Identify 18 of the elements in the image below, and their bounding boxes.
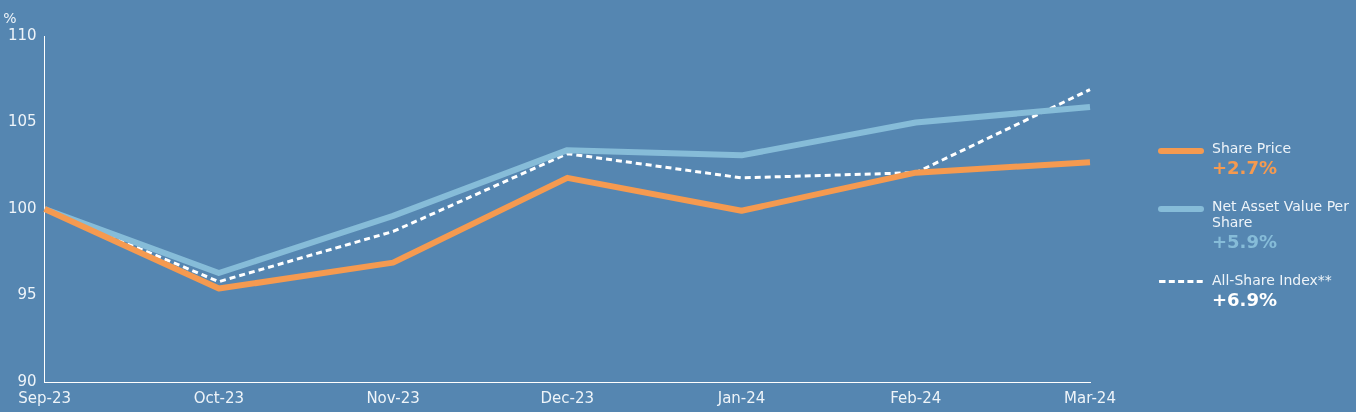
x-tick-label: Nov-23 [366, 388, 420, 407]
legend-label: All-Share Index** [1212, 272, 1332, 288]
x-tick-label: Mar-24 [1064, 388, 1116, 407]
x-tick-label: Feb-24 [890, 388, 942, 407]
legend-label: Share Price [1212, 140, 1292, 156]
text: +2.7% [1212, 156, 1278, 180]
y-tick-label: 110 [7, 25, 37, 44]
legend-label: Net Asset Value Per Share [1212, 198, 1350, 230]
x-tick-label: Dec-23 [540, 388, 595, 407]
y-tick-label: 90 [17, 371, 37, 390]
y-tick-label: 105 [7, 112, 37, 131]
y-axis-title: % [3, 9, 17, 26]
y-tick-label: 100 [7, 198, 37, 217]
x-tick-label: Jan-24 [716, 388, 766, 407]
y-tick-label: 95 [17, 285, 37, 304]
x-tick-label: Sep-23 [18, 388, 72, 407]
text: +6.9% [1212, 288, 1278, 312]
x-tick-label: Oct-23 [193, 388, 245, 407]
